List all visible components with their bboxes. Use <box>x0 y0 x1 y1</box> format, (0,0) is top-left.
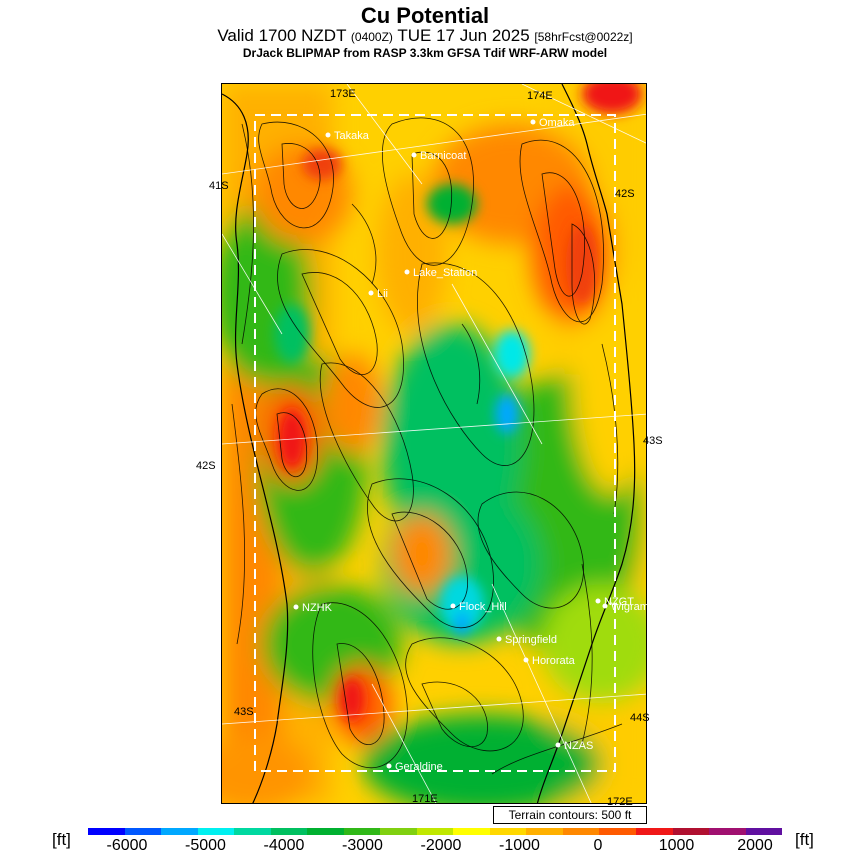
forecast-map <box>221 83 647 804</box>
map-subtitle: DrJack BLIPMAP from RASP 3.3km GFSA Tdif… <box>242 46 608 60</box>
cu-potential-features <box>274 84 642 721</box>
grid-label-41s: 41S <box>209 180 229 192</box>
colorbar-segment <box>599 828 636 835</box>
colorbar-segment <box>453 828 490 835</box>
grid-label-44s: 44S <box>630 712 650 724</box>
colorbar-segment <box>562 828 600 835</box>
colorbar-tick-label: -3000 <box>342 837 383 854</box>
grid-label-43s-left: 43S <box>234 706 254 718</box>
colorbar-segment <box>380 828 417 835</box>
colorbar-tick-label: -1000 <box>499 837 540 854</box>
colorbar-unit-right: [ft] <box>795 830 814 849</box>
colorbar-segment <box>416 828 454 835</box>
coastline <box>222 84 636 803</box>
colorbar-unit-left: [ft] <box>52 830 71 849</box>
colorbar-tick-label: -6000 <box>106 837 148 854</box>
colorbar-segment <box>526 828 563 835</box>
terrain-contour-legend: Terrain contours: 500 ft <box>493 806 647 824</box>
colorbar-segment <box>124 828 162 835</box>
colorbar <box>88 828 783 835</box>
colorbar-segment <box>489 828 527 835</box>
colorbar-segment <box>88 828 125 835</box>
colorbar-tick-label: 2000 <box>737 837 773 854</box>
colorbar-segment <box>343 828 381 835</box>
colorbar-segment <box>161 828 198 835</box>
valid-time-zulu: (0400Z) <box>350 30 393 44</box>
colorbar-tick-label: 0 <box>593 837 603 854</box>
inner-domain-box <box>254 114 616 772</box>
grid-label-42s-right: 42S <box>615 188 635 200</box>
grid-label-172e: 172E <box>607 796 633 808</box>
colorbar-segment <box>635 828 673 835</box>
valid-time: Valid 1700 NZDT <box>217 26 347 45</box>
colorbar-segment <box>709 828 746 835</box>
valid-time-line: Valid 1700 NZDT (0400Z) TUE 17 Jun 2025 … <box>0 26 850 46</box>
colorbar-tick-label: -4000 <box>263 837 305 854</box>
colorbar-segment <box>197 828 235 835</box>
forecast-tag: [58hrFcst@0022z] <box>534 30 633 44</box>
map-canvas <box>222 84 646 803</box>
grid-label-171e: 171E <box>412 793 438 805</box>
colorbar-segment <box>307 828 344 835</box>
valid-date: TUE 17 Jun 2025 <box>397 26 530 45</box>
colorbar-segment <box>234 828 271 835</box>
grid-label-42s-left: 42S <box>196 460 216 472</box>
colorbar-segment <box>672 828 710 835</box>
colorbar-tick-label: -5000 <box>185 837 226 854</box>
grid-label-174e: 174E <box>527 90 553 102</box>
grid-label-173e: 173E <box>330 88 356 100</box>
colorbar-segment <box>270 828 308 835</box>
terrain-contours <box>231 117 623 775</box>
colorbar-tick-label: -2000 <box>420 837 462 854</box>
lat-lon-grid <box>222 84 646 803</box>
grid-label-43s-right: 43S <box>643 435 663 447</box>
map-title: Cu Potential <box>360 3 490 28</box>
colorbar-segment <box>745 828 783 835</box>
colorbar-tick-label: 1000 <box>658 837 695 854</box>
